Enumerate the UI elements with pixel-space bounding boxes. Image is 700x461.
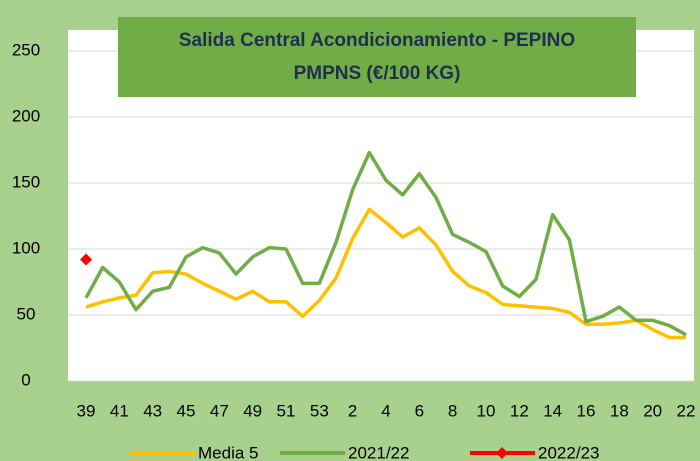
y-tick-label: 200 [12,106,40,125]
y-tick-label: 250 [12,40,40,59]
series-marker [80,253,92,266]
y-tick-label: 100 [12,238,40,257]
x-tick-label: 51 [277,401,296,420]
x-tick-label: 41 [110,401,129,420]
y-tick-label: 150 [12,172,40,191]
x-tick-label: 2 [348,401,357,420]
title-box [118,17,636,97]
x-tick-label: 45 [177,401,196,420]
x-tick-label: 16 [577,401,596,420]
x-tick-label: 47 [210,401,229,420]
legend-marker [496,447,508,459]
legend-label: Media 5 [198,443,258,461]
y-tick-label: 50 [17,304,36,323]
legend-label: 2022/23 [538,443,599,461]
x-tick-label: 39 [77,401,96,420]
x-tick-label: 8 [448,401,457,420]
lines [80,150,687,340]
legend-label: 2021/22 [348,443,409,461]
x-tick-label: 14 [543,401,562,420]
y-tick-label: 0 [21,370,30,389]
x-tick-label: 6 [415,401,424,420]
x-tick-label: 20 [643,401,662,420]
chart-title: Salida Central Acondicionamiento - PEPIN… [179,30,575,51]
x-tick-label: 12 [510,401,529,420]
x-tick-label: 53 [310,401,329,420]
x-tick-label: 43 [143,401,162,420]
chart-title: PMPNS (€/100 KG) [294,63,461,84]
x-tick-label: 22 [677,401,696,420]
x-tick-label: 49 [243,401,262,420]
series-line [84,150,687,337]
x-tick-label: 18 [610,401,629,420]
series-line [85,207,686,340]
x-tick-label: 4 [381,401,390,420]
x-tick-label: 10 [477,401,496,420]
